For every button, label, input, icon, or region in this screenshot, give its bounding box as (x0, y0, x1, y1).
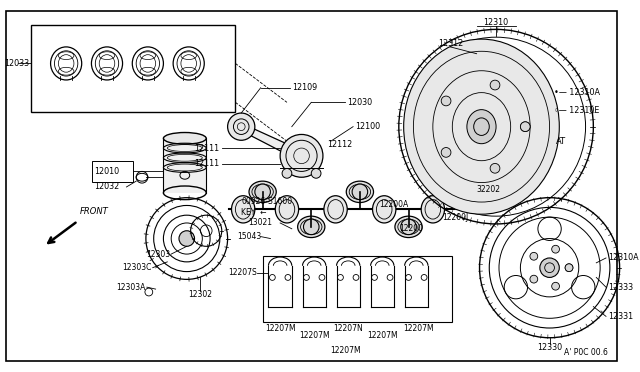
Ellipse shape (467, 110, 496, 144)
Bar (92, 161, 133, 182)
Ellipse shape (346, 181, 374, 202)
Polygon shape (234, 126, 313, 156)
Circle shape (540, 258, 559, 278)
Text: 12303C: 12303C (122, 263, 152, 272)
Text: A' P0C 00.6: A' P0C 00.6 (564, 348, 608, 357)
Ellipse shape (372, 196, 396, 223)
Circle shape (228, 113, 255, 140)
Text: 12303: 12303 (146, 250, 170, 259)
Text: 12032: 12032 (94, 183, 120, 192)
Text: ◦— 12310E: ◦— 12310E (554, 106, 600, 115)
Circle shape (401, 219, 416, 235)
Ellipse shape (298, 216, 325, 238)
Circle shape (280, 134, 323, 177)
Text: 12207M: 12207M (367, 331, 397, 340)
Bar (163, 138, 206, 193)
Text: 12033: 12033 (4, 59, 29, 68)
Text: 12330: 12330 (537, 343, 562, 352)
Bar (31, 25, 236, 112)
Text: 12207M: 12207M (403, 324, 433, 333)
Text: 12310A: 12310A (608, 253, 639, 263)
Circle shape (552, 282, 559, 290)
Circle shape (441, 96, 451, 106)
Ellipse shape (249, 181, 276, 202)
Circle shape (311, 169, 321, 178)
Text: 12111: 12111 (194, 144, 219, 153)
Circle shape (565, 264, 573, 272)
Circle shape (282, 169, 292, 178)
Text: 12200A: 12200A (380, 200, 408, 209)
Circle shape (520, 122, 530, 132)
Text: 12333: 12333 (608, 283, 633, 292)
Text: 32202: 32202 (477, 185, 500, 195)
Circle shape (565, 264, 573, 272)
Text: 13021: 13021 (248, 218, 272, 227)
Circle shape (552, 245, 559, 253)
Circle shape (179, 231, 195, 246)
Text: 12331: 12331 (608, 312, 633, 321)
Text: 12310: 12310 (483, 18, 509, 27)
Circle shape (520, 122, 530, 132)
Text: 12207M: 12207M (299, 331, 330, 340)
Text: 12207S: 12207S (228, 268, 257, 277)
Circle shape (530, 275, 538, 283)
Ellipse shape (232, 196, 255, 223)
Text: 12100: 12100 (355, 122, 380, 131)
Text: 12303A: 12303A (116, 283, 146, 292)
Circle shape (352, 184, 367, 200)
Text: 12207M: 12207M (330, 346, 360, 355)
Text: 15043: 15043 (237, 232, 262, 241)
Circle shape (490, 163, 500, 173)
Text: 12207M: 12207M (265, 324, 296, 333)
Bar (262, 256, 452, 322)
Ellipse shape (404, 39, 559, 214)
Text: 12302: 12302 (188, 291, 212, 299)
Text: 12207N: 12207N (333, 324, 363, 333)
Text: AT: AT (556, 137, 566, 146)
Text: 00926-S1600: 00926-S1600 (241, 197, 292, 206)
Text: 12010: 12010 (94, 167, 120, 176)
Ellipse shape (421, 196, 445, 223)
Ellipse shape (275, 196, 299, 223)
Circle shape (303, 219, 319, 235)
Text: 12109: 12109 (292, 83, 317, 92)
Circle shape (530, 252, 538, 260)
Text: •— 12310A: •— 12310A (554, 88, 600, 97)
Text: 12030: 12030 (348, 98, 372, 107)
Text: 12312: 12312 (438, 39, 463, 48)
Text: KEY  ←: KEY ← (241, 208, 267, 217)
Text: 12112: 12112 (327, 140, 352, 149)
Circle shape (441, 148, 451, 157)
Text: 12200J: 12200J (443, 213, 469, 222)
Text: FRONT: FRONT (80, 207, 109, 216)
Text: 12200: 12200 (399, 224, 423, 233)
Ellipse shape (324, 196, 348, 223)
Text: 12111: 12111 (194, 159, 219, 168)
Circle shape (490, 80, 500, 90)
Ellipse shape (163, 132, 206, 144)
Ellipse shape (395, 216, 422, 238)
Circle shape (255, 184, 271, 200)
